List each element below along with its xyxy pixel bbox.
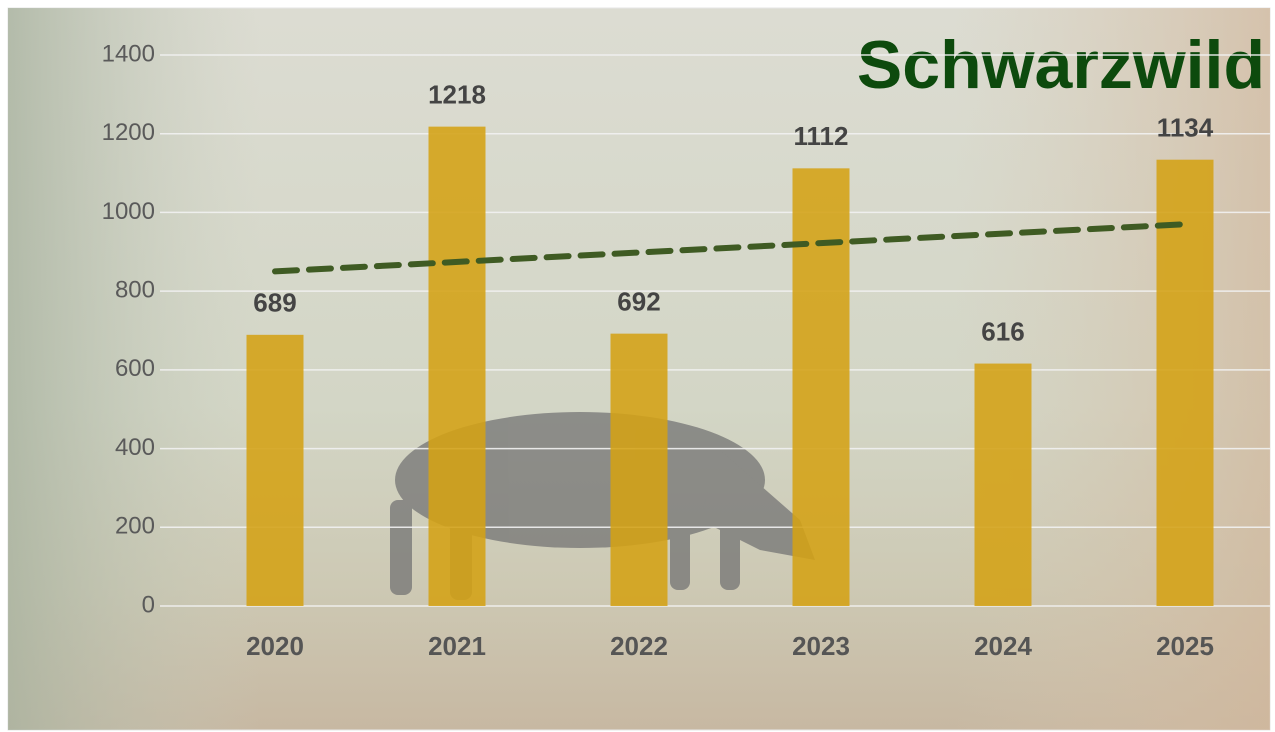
value-label: 1218 [428, 80, 486, 110]
y-tick-label: 1200 [102, 119, 155, 146]
value-label: 616 [981, 316, 1024, 346]
bar [429, 127, 486, 606]
y-tick-label: 1000 [102, 198, 155, 225]
x-tick-label: 2020 [246, 631, 304, 661]
chart-title: Schwarzwild [857, 27, 1265, 103]
x-tick-label: 2023 [792, 631, 850, 661]
value-label: 1134 [1157, 113, 1214, 143]
bar [611, 334, 668, 606]
bar [975, 364, 1032, 606]
x-tick-label: 2025 [1156, 631, 1214, 661]
y-tick-label: 200 [115, 513, 155, 540]
x-tick-label: 2024 [974, 631, 1032, 661]
value-label: 689 [253, 288, 296, 318]
bar [247, 335, 304, 606]
bar [793, 168, 850, 606]
y-tick-label: 0 [142, 591, 155, 618]
y-tick-label: 800 [115, 276, 155, 303]
y-tick-label: 600 [115, 355, 155, 382]
value-label: 1112 [794, 121, 849, 151]
y-tick-label: 1400 [102, 40, 155, 67]
y-tick-label: 400 [115, 434, 155, 461]
x-tick-label: 2021 [428, 631, 486, 661]
value-label: 692 [617, 287, 660, 317]
chart: Schwarzwild 0 200 400 600 800 1000 1200 1400 202… [0, 0, 1275, 732]
x-tick-label: 2022 [610, 631, 668, 661]
